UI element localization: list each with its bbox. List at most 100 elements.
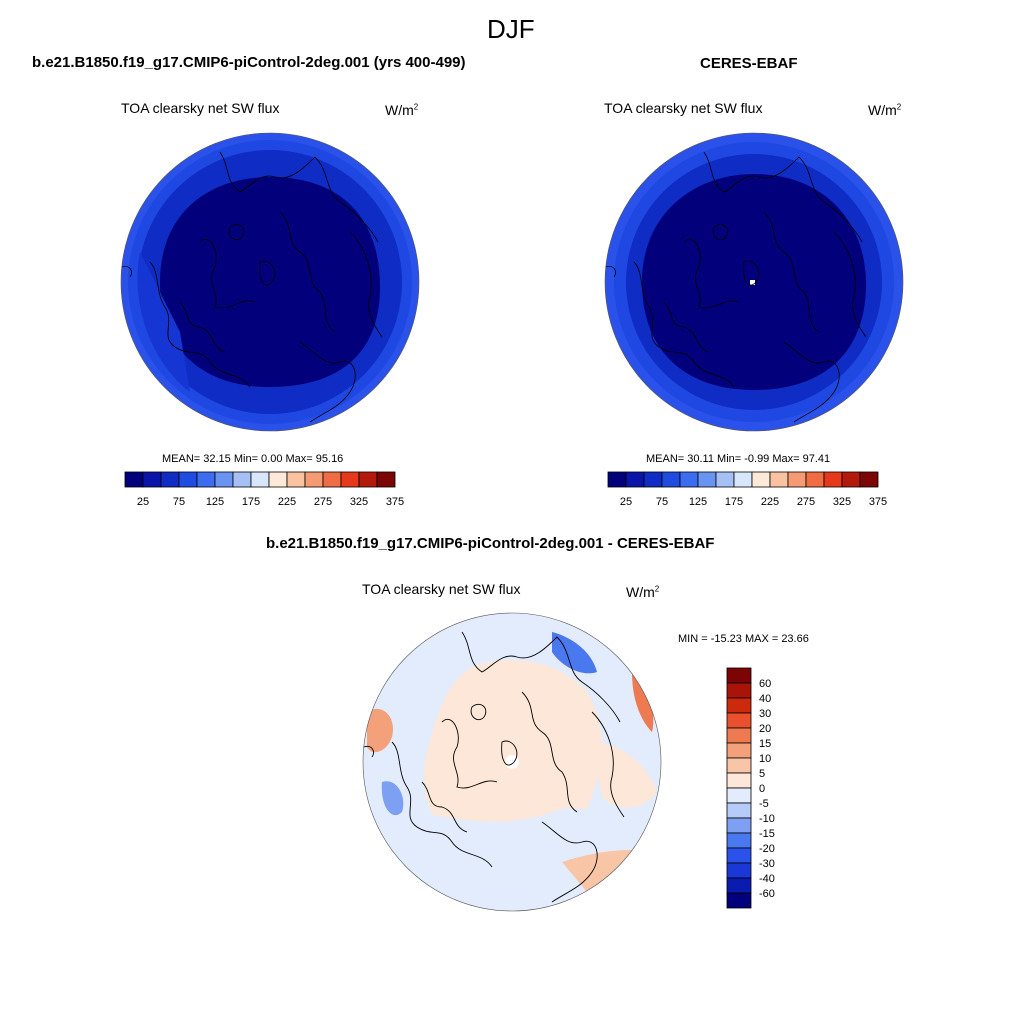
right-colorbar: 25 75 125 175 225 275 325 375: [607, 471, 887, 508]
diff-colorbar-cell: [726, 862, 752, 879]
left-colorbar-tick-label: 125: [206, 496, 224, 508]
right-colorbar-cell: [751, 471, 771, 488]
right-colorbar-tick-label: 375: [869, 496, 887, 508]
right-panel-title: CERES-EBAF: [700, 55, 798, 72]
left-panel-title: b.e21.B1850.f19_g17.CMIP6-piControl-2deg…: [32, 54, 466, 71]
left-polar-core: [160, 177, 380, 387]
right-colorbar-cell: [859, 471, 879, 488]
left-map-border: [120, 132, 420, 432]
right-colorbar-tick-label: 125: [689, 496, 707, 508]
left-colorbar-tick-label: 75: [173, 496, 185, 508]
left-colorbar-cell: [160, 471, 180, 488]
left-colorbar-tick-label: 375: [386, 496, 404, 508]
left-colorbar-cell: [196, 471, 216, 488]
left-colorbar-cell: [250, 471, 270, 488]
diff-colorbar-cell: [726, 772, 752, 789]
right-colorbar-tick-label: 25: [620, 496, 632, 508]
diff-colorbar-tick-label: -40: [759, 873, 775, 885]
diff-patch-west: [367, 708, 393, 753]
diff-colorbar-cell: [726, 712, 752, 729]
left-colorbar-tick-label: 325: [350, 496, 368, 508]
right-colorbar-cell: [643, 471, 663, 488]
diff-coastlines: [363, 631, 625, 903]
left-colorbar-cell: [178, 471, 198, 488]
diff-colorbar-cell: [726, 787, 752, 804]
left-colorbar-cell: [340, 471, 360, 488]
left-colorbar-cell: [376, 471, 396, 488]
left-colorbar-cell: [268, 471, 288, 488]
right-stats: MEAN= 30.11 Min= -0.99 Max= 97.41: [646, 453, 831, 465]
diff-colorbar-tick-label: -20: [759, 843, 775, 855]
right-colorbar-cell: [661, 471, 681, 488]
diff-colorbar-tick-label: 10: [759, 753, 771, 765]
right-colorbar-cell: [823, 471, 843, 488]
right-colorbar-cell: [697, 471, 717, 488]
diff-colorbar-cell: [726, 757, 752, 774]
diff-polar-map: [362, 612, 662, 912]
left-stats: MEAN= 32.15 Min= 0.00 Max= 95.16: [162, 453, 344, 465]
right-colorbar-cell: [787, 471, 807, 488]
diff-southern-band: [407, 807, 622, 910]
left-colorbar-tick-label: 25: [137, 496, 149, 508]
left-coastlines: [121, 151, 383, 423]
diff-patch-north: [552, 632, 597, 674]
right-coastlines: [605, 151, 867, 423]
diff-patch-east: [632, 672, 654, 732]
diff-colorbar-tick-label: 15: [759, 738, 771, 750]
left-colorbar-cell: [142, 471, 162, 488]
right-pole-hole: [750, 280, 755, 285]
left-colorbar-cell: [124, 471, 144, 488]
diff-colorbar-tick-label: 30: [759, 708, 771, 720]
left-polar-map: [120, 132, 420, 432]
diff-colorbar-cell: [726, 817, 752, 834]
diff-colorbar-cell: [726, 802, 752, 819]
right-colorbar-cell: [625, 471, 645, 488]
diff-patch-southwest: [381, 781, 404, 816]
right-colorbar-tick-label: 325: [833, 496, 851, 508]
left-units-label: W/m2: [385, 102, 419, 118]
right-colorbar-cell: [679, 471, 699, 488]
left-colorbar-cell: [286, 471, 306, 488]
diff-colorbar-tick-label: -10: [759, 813, 775, 825]
diff-colorbar-tick-label: 0: [759, 783, 765, 795]
right-polar-map: [604, 132, 904, 432]
diff-colorbar: 60 40 30 20 15 10 5 0 -5 -10 -15 -20 -30 -40 -60: [726, 667, 775, 909]
right-colorbar-cell: [715, 471, 735, 488]
right-colorbar-cell: [805, 471, 825, 488]
right-colorbar-cell: [733, 471, 753, 488]
diff-colorbar-cell: [726, 697, 752, 714]
left-colorbar-cell: [232, 471, 252, 488]
diff-colorbar-cell: [726, 682, 752, 699]
left-variable-label: TOA clearsky net SW flux: [121, 100, 280, 116]
left-colorbar-tick-label: 225: [278, 496, 296, 508]
right-units-label: W/m2: [868, 102, 902, 118]
bottom-panel-title: b.e21.B1850.f19_g17.CMIP6-piControl-2deg…: [266, 535, 715, 552]
diff-colorbar-tick-label: 5: [759, 768, 765, 780]
left-colorbar-cell: [322, 471, 342, 488]
bottom-variable-label: TOA clearsky net SW flux: [362, 581, 521, 597]
bottom-minmax: MIN = -15.23 MAX = 23.66: [678, 633, 809, 645]
right-variable-label: TOA clearsky net SW flux: [604, 100, 763, 116]
diff-colorbar-cell: [726, 742, 752, 759]
diff-colorbar-tick-label: -15: [759, 828, 775, 840]
diff-patch-east-mid: [592, 742, 657, 808]
left-colorbar-cell: [358, 471, 378, 488]
left-colorbar-cell: [304, 471, 324, 488]
diff-colorbar-tick-label: -30: [759, 858, 775, 870]
diff-colorbar-cell: [726, 727, 752, 744]
diff-colorbar-cell: [726, 667, 752, 684]
right-map-border: [604, 132, 904, 432]
diff-colorbar-cell: [726, 877, 752, 894]
left-colorbar-tick-label: 175: [242, 496, 260, 508]
diff-colorbar-cell: [726, 847, 752, 864]
diff-colorbar-tick-label: 40: [759, 693, 771, 705]
left-colorbar-tick-label: 275: [314, 496, 332, 508]
right-colorbar-tick-label: 175: [725, 496, 743, 508]
diff-map-border: [362, 612, 662, 912]
diff-colorbar-cell: [726, 832, 752, 849]
diff-colorbar-tick-label: -60: [759, 888, 775, 900]
left-region-patch: [137, 252, 190, 392]
page-title: DJF: [487, 14, 535, 44]
left-colorbar-cell: [214, 471, 234, 488]
diff-colorbar-cell: [726, 892, 752, 909]
